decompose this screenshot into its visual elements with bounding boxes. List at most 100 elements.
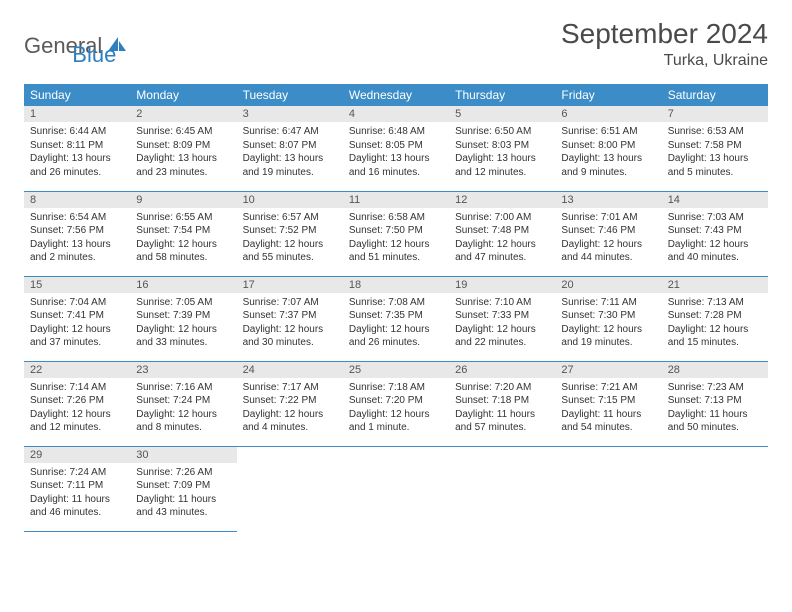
day-number: 13 <box>555 192 661 208</box>
day-body: Sunrise: 7:21 AMSunset: 7:15 PMDaylight:… <box>555 378 661 439</box>
calendar-cell: 27Sunrise: 7:21 AMSunset: 7:15 PMDayligh… <box>555 361 661 446</box>
sunrise-line: Sunrise: 7:16 AM <box>136 381 230 395</box>
daylight-line: Daylight: 12 hours and 26 minutes. <box>349 323 443 350</box>
calendar-cell: 22Sunrise: 7:14 AMSunset: 7:26 PMDayligh… <box>24 361 130 446</box>
sunset-line: Sunset: 7:41 PM <box>30 309 124 323</box>
calendar-cell <box>662 446 768 531</box>
daylight-line: Daylight: 12 hours and 8 minutes. <box>136 408 230 435</box>
day-body: Sunrise: 6:53 AMSunset: 7:58 PMDaylight:… <box>662 122 768 183</box>
day-body: Sunrise: 6:58 AMSunset: 7:50 PMDaylight:… <box>343 208 449 269</box>
day-body: Sunrise: 6:50 AMSunset: 8:03 PMDaylight:… <box>449 122 555 183</box>
daylight-line: Daylight: 12 hours and 47 minutes. <box>455 238 549 265</box>
sunrise-line: Sunrise: 7:21 AM <box>561 381 655 395</box>
day-number: 26 <box>449 362 555 378</box>
calendar-cell: 20Sunrise: 7:11 AMSunset: 7:30 PMDayligh… <box>555 276 661 361</box>
calendar-cell: 15Sunrise: 7:04 AMSunset: 7:41 PMDayligh… <box>24 276 130 361</box>
day-number: 23 <box>130 362 236 378</box>
sunrise-line: Sunrise: 7:20 AM <box>455 381 549 395</box>
sunset-line: Sunset: 7:37 PM <box>243 309 337 323</box>
sunrise-line: Sunrise: 7:17 AM <box>243 381 337 395</box>
day-body: Sunrise: 7:14 AMSunset: 7:26 PMDaylight:… <box>24 378 130 439</box>
daylight-line: Daylight: 12 hours and 22 minutes. <box>455 323 549 350</box>
day-number: 8 <box>24 192 130 208</box>
calendar-cell: 13Sunrise: 7:01 AMSunset: 7:46 PMDayligh… <box>555 191 661 276</box>
day-number: 10 <box>237 192 343 208</box>
calendar-row: 15Sunrise: 7:04 AMSunset: 7:41 PMDayligh… <box>24 276 768 361</box>
sunrise-line: Sunrise: 7:07 AM <box>243 296 337 310</box>
day-body: Sunrise: 6:55 AMSunset: 7:54 PMDaylight:… <box>130 208 236 269</box>
day-number: 29 <box>24 447 130 463</box>
sunrise-line: Sunrise: 6:47 AM <box>243 125 337 139</box>
sunrise-line: Sunrise: 7:00 AM <box>455 211 549 225</box>
day-number: 2 <box>130 106 236 122</box>
sunset-line: Sunset: 7:11 PM <box>30 479 124 493</box>
calendar-row: 22Sunrise: 7:14 AMSunset: 7:26 PMDayligh… <box>24 361 768 446</box>
day-number: 21 <box>662 277 768 293</box>
sunset-line: Sunset: 7:09 PM <box>136 479 230 493</box>
sunrise-line: Sunrise: 7:08 AM <box>349 296 443 310</box>
sunrise-line: Sunrise: 6:44 AM <box>30 125 124 139</box>
sunset-line: Sunset: 7:28 PM <box>668 309 762 323</box>
day-number: 24 <box>237 362 343 378</box>
calendar-cell: 5Sunrise: 6:50 AMSunset: 8:03 PMDaylight… <box>449 106 555 191</box>
day-body: Sunrise: 7:18 AMSunset: 7:20 PMDaylight:… <box>343 378 449 439</box>
daylight-line: Daylight: 12 hours and 44 minutes. <box>561 238 655 265</box>
calendar-row: 8Sunrise: 6:54 AMSunset: 7:56 PMDaylight… <box>24 191 768 276</box>
day-number: 27 <box>555 362 661 378</box>
sunrise-line: Sunrise: 6:45 AM <box>136 125 230 139</box>
sunset-line: Sunset: 8:00 PM <box>561 139 655 153</box>
day-body: Sunrise: 7:17 AMSunset: 7:22 PMDaylight:… <box>237 378 343 439</box>
day-number: 30 <box>130 447 236 463</box>
calendar-cell: 8Sunrise: 6:54 AMSunset: 7:56 PMDaylight… <box>24 191 130 276</box>
header: General Blue September 2024 Turka, Ukrai… <box>24 18 768 70</box>
daylight-line: Daylight: 13 hours and 9 minutes. <box>561 152 655 179</box>
calendar-cell: 25Sunrise: 7:18 AMSunset: 7:20 PMDayligh… <box>343 361 449 446</box>
sunset-line: Sunset: 7:18 PM <box>455 394 549 408</box>
daylight-line: Daylight: 12 hours and 40 minutes. <box>668 238 762 265</box>
calendar-row: 1Sunrise: 6:44 AMSunset: 8:11 PMDaylight… <box>24 106 768 191</box>
sunset-line: Sunset: 7:43 PM <box>668 224 762 238</box>
sunrise-line: Sunrise: 7:13 AM <box>668 296 762 310</box>
calendar-cell: 16Sunrise: 7:05 AMSunset: 7:39 PMDayligh… <box>130 276 236 361</box>
day-number: 25 <box>343 362 449 378</box>
day-number: 15 <box>24 277 130 293</box>
calendar-cell: 3Sunrise: 6:47 AMSunset: 8:07 PMDaylight… <box>237 106 343 191</box>
sunset-line: Sunset: 7:30 PM <box>561 309 655 323</box>
day-body: Sunrise: 7:11 AMSunset: 7:30 PMDaylight:… <box>555 293 661 354</box>
sunset-line: Sunset: 7:46 PM <box>561 224 655 238</box>
calendar-cell: 1Sunrise: 6:44 AMSunset: 8:11 PMDaylight… <box>24 106 130 191</box>
day-body: Sunrise: 7:16 AMSunset: 7:24 PMDaylight:… <box>130 378 236 439</box>
daylight-line: Daylight: 12 hours and 37 minutes. <box>30 323 124 350</box>
sunset-line: Sunset: 8:03 PM <box>455 139 549 153</box>
daylight-line: Daylight: 12 hours and 51 minutes. <box>349 238 443 265</box>
sunrise-line: Sunrise: 6:51 AM <box>561 125 655 139</box>
daylight-line: Daylight: 12 hours and 58 minutes. <box>136 238 230 265</box>
sunset-line: Sunset: 8:05 PM <box>349 139 443 153</box>
calendar-cell: 9Sunrise: 6:55 AMSunset: 7:54 PMDaylight… <box>130 191 236 276</box>
sunset-line: Sunset: 7:22 PM <box>243 394 337 408</box>
sunrise-line: Sunrise: 7:26 AM <box>136 466 230 480</box>
day-body: Sunrise: 6:54 AMSunset: 7:56 PMDaylight:… <box>24 208 130 269</box>
day-number: 16 <box>130 277 236 293</box>
day-body: Sunrise: 7:13 AMSunset: 7:28 PMDaylight:… <box>662 293 768 354</box>
day-number: 3 <box>237 106 343 122</box>
sunrise-line: Sunrise: 7:05 AM <box>136 296 230 310</box>
calendar-cell: 7Sunrise: 6:53 AMSunset: 7:58 PMDaylight… <box>662 106 768 191</box>
sunset-line: Sunset: 8:09 PM <box>136 139 230 153</box>
weekday-header: Monday <box>130 84 236 106</box>
sunrise-line: Sunrise: 7:14 AM <box>30 381 124 395</box>
sunset-line: Sunset: 7:50 PM <box>349 224 443 238</box>
logo: General Blue <box>24 18 116 68</box>
day-number: 19 <box>449 277 555 293</box>
calendar-cell: 29Sunrise: 7:24 AMSunset: 7:11 PMDayligh… <box>24 446 130 531</box>
day-body: Sunrise: 7:00 AMSunset: 7:48 PMDaylight:… <box>449 208 555 269</box>
title-block: September 2024 Turka, Ukraine <box>561 18 768 70</box>
sunrise-line: Sunrise: 7:10 AM <box>455 296 549 310</box>
sunset-line: Sunset: 7:39 PM <box>136 309 230 323</box>
day-body: Sunrise: 6:47 AMSunset: 8:07 PMDaylight:… <box>237 122 343 183</box>
calendar-cell: 11Sunrise: 6:58 AMSunset: 7:50 PMDayligh… <box>343 191 449 276</box>
daylight-line: Daylight: 11 hours and 57 minutes. <box>455 408 549 435</box>
sunset-line: Sunset: 7:13 PM <box>668 394 762 408</box>
daylight-line: Daylight: 13 hours and 19 minutes. <box>243 152 337 179</box>
calendar-row: 29Sunrise: 7:24 AMSunset: 7:11 PMDayligh… <box>24 446 768 531</box>
